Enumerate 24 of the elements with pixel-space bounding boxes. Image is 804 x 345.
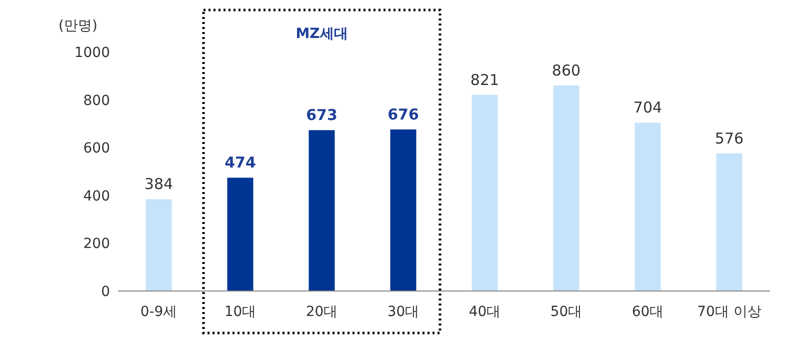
y-tick-label: 400 bbox=[83, 188, 110, 204]
x-tick-label: 10대 bbox=[224, 304, 256, 320]
x-tick-label: 20대 bbox=[306, 304, 338, 320]
x-tick-label: 60대 bbox=[632, 304, 664, 320]
y-axis-title: (만명) bbox=[58, 18, 98, 34]
x-tick-label: 0-9세 bbox=[140, 304, 178, 320]
data-label: 860 bbox=[552, 61, 581, 80]
data-label: 704 bbox=[633, 98, 662, 117]
text: MZ세대 bbox=[296, 26, 348, 42]
data-label: 673 bbox=[306, 106, 338, 124]
data-label: 474 bbox=[224, 154, 256, 172]
x-tick-label: 70대 이상 bbox=[697, 304, 762, 320]
y-tick-label: 600 bbox=[83, 140, 110, 157]
x-tick-label: 30대 bbox=[387, 304, 420, 320]
data-label: 384 bbox=[144, 175, 174, 194]
x-tick-label: 40대 bbox=[468, 304, 501, 320]
y-tick-label: 0 bbox=[101, 284, 110, 300]
data-label: 676 bbox=[388, 105, 419, 124]
y-tick-label: 800 bbox=[83, 92, 110, 109]
x-tick-label: 50대 bbox=[550, 304, 582, 320]
y-tick-label: 200 bbox=[83, 236, 110, 252]
data-label: 576 bbox=[714, 129, 744, 148]
data-label: 821 bbox=[470, 70, 500, 89]
y-tick-label: 1000 bbox=[74, 45, 110, 61]
